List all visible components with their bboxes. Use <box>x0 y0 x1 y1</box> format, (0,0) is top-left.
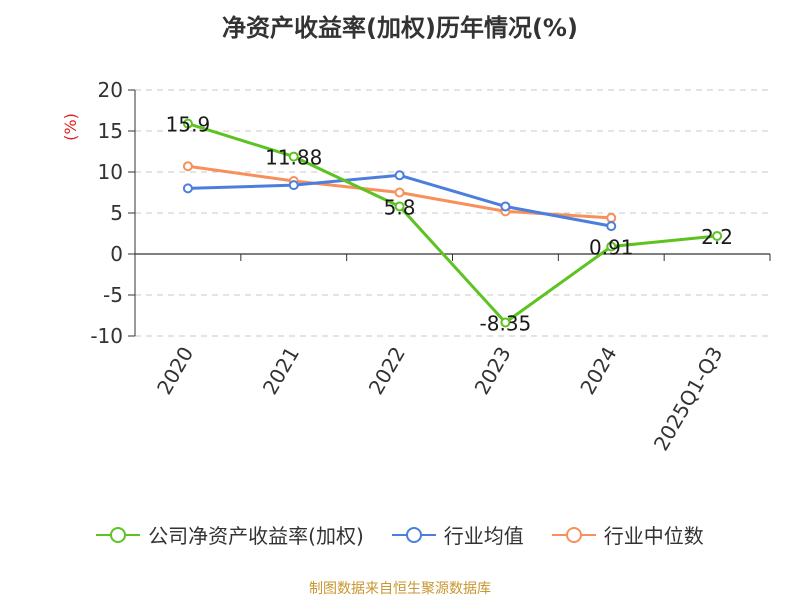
data-point <box>288 151 299 162</box>
data-point <box>606 212 617 223</box>
y-tick-label: 5 <box>110 201 123 225</box>
series-line-0 <box>187 122 718 324</box>
x-tick-label: 2024 <box>575 343 621 399</box>
x-tick-label: 2021 <box>258 343 304 399</box>
data-point <box>182 183 193 194</box>
legend-marker-icon <box>551 526 596 543</box>
data-point <box>394 170 405 181</box>
legend-marker-icon <box>96 526 141 543</box>
y-tick-label: 15 <box>98 119 123 143</box>
y-tick-label: -10 <box>90 324 123 348</box>
y-tick-label: 10 <box>98 160 123 184</box>
y-tick-label: 0 <box>110 242 123 266</box>
data-label: 11.88 <box>265 146 322 170</box>
data-point <box>288 180 299 191</box>
data-point <box>394 187 405 198</box>
x-tick-label: 2023 <box>470 342 516 398</box>
x-tick-label: 2020 <box>152 343 198 399</box>
chart-title: 净资产收益率(加权)历年情况(%) <box>222 14 578 42</box>
data-point <box>606 241 617 252</box>
data-point <box>500 201 511 212</box>
y-tick-label: 20 <box>98 78 123 102</box>
data-point <box>182 161 193 172</box>
legend-item[interactable]: 行业中位数 <box>551 520 704 549</box>
y-tick-label: -5 <box>103 283 123 307</box>
data-point <box>394 201 405 212</box>
data-point <box>500 317 511 328</box>
x-tick-label: 2025Q1-Q3 <box>649 343 728 455</box>
y-axis-label: (%) <box>61 113 80 141</box>
data-label: -8.35 <box>480 311 532 335</box>
data-label: 0.91 <box>589 236 634 260</box>
legend-item[interactable]: 行业均值 <box>391 520 524 549</box>
legend-label: 公司净资产收益率(加权) <box>148 524 364 548</box>
legend-label: 行业中位数 <box>603 524 704 548</box>
data-label: 15.9 <box>166 113 211 137</box>
data-point <box>712 230 723 241</box>
data-label: 2.2 <box>701 225 733 249</box>
data-point <box>182 118 193 129</box>
source-note: 制图数据来自恒生聚源数据库 <box>309 581 491 597</box>
legend-marker-icon <box>391 526 436 543</box>
data-label: 5.8 <box>384 195 416 219</box>
legend: 公司净资产收益率(加权) 行业均值 行业中位数 <box>0 520 800 549</box>
data-point <box>606 221 617 232</box>
legend-item[interactable]: 公司净资产收益率(加权) <box>96 520 364 549</box>
x-tick-label: 2022 <box>364 343 410 399</box>
legend-label: 行业均值 <box>443 524 524 548</box>
